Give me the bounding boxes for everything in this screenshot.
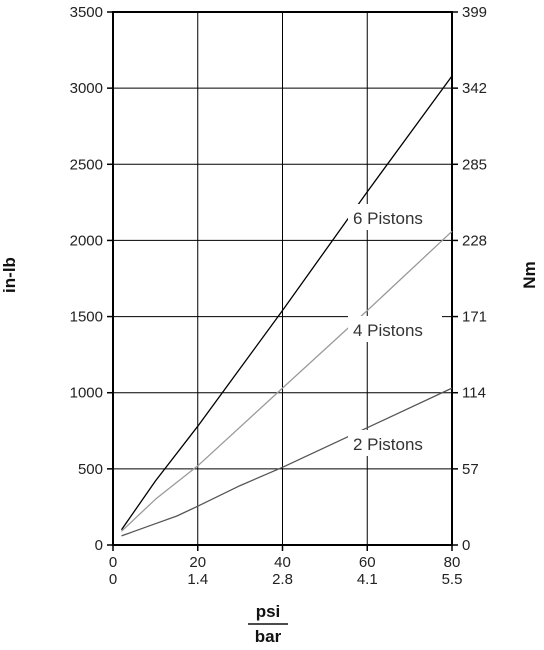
y-left-tick-label: 3500 (70, 4, 103, 21)
x-tick-label-psi: 80 (444, 554, 461, 571)
y-right-tick-label: 342 (462, 80, 487, 97)
x-tick-label-psi: 40 (274, 554, 291, 571)
y-left-tick-label: 0 (95, 537, 103, 554)
x-tick-label-bar: 2.8 (272, 571, 293, 588)
y-axis-left-title: in-lb (0, 257, 19, 293)
x-tick-label-psi: 20 (189, 554, 206, 571)
label-2-pistons-bg (348, 430, 442, 456)
x-tick-label-bar: 0 (109, 571, 117, 588)
label-6-pistons-bg (348, 204, 442, 230)
y-right-tick-label: 171 (462, 309, 487, 326)
x-axis-title-psi: psi (256, 602, 281, 621)
label-4-pistons-bg (348, 316, 442, 342)
y-left-tick-label: 2500 (70, 156, 103, 173)
label-4-pistons: 4 Pistons (353, 321, 423, 340)
y-left-tick-label: 500 (78, 461, 103, 478)
x-tick-label-psi: 60 (359, 554, 376, 571)
series-lines (120, 75, 453, 537)
x-tick-label-bar: 1.4 (187, 571, 208, 588)
y-right-tick-label: 57 (462, 461, 479, 478)
series-line-6-pistons (120, 75, 453, 531)
y-left-tick-label: 2000 (70, 232, 103, 249)
y-right-tick-label: 114 (462, 385, 486, 402)
y-axis-right-title: Nm (520, 261, 539, 288)
x-tick-label-psi: 0 (109, 554, 117, 571)
y-left-tick-label: 1000 (70, 385, 103, 402)
y-right-tick-label: 0 (462, 537, 470, 554)
label-6-pistons: 6 Pistons (353, 209, 423, 228)
y-right-tick-label: 228 (462, 232, 487, 249)
y-left-tick-label: 1500 (70, 309, 103, 326)
grid-lines (113, 12, 452, 545)
label-2-pistons: 2 Pistons (353, 435, 423, 454)
y-left-tick-label: 3000 (70, 80, 103, 97)
y-right-tick-label: 399 (462, 4, 487, 21)
y-right-tick-label: 285 (462, 156, 487, 173)
series-line-4-pistons (121, 230, 453, 532)
x-tick-label-bar: 5.5 (442, 571, 463, 588)
x-axis-title-bar: bar (255, 627, 282, 646)
series-line-2-pistons (121, 387, 453, 537)
x-tick-label-bar: 4.1 (357, 571, 378, 588)
